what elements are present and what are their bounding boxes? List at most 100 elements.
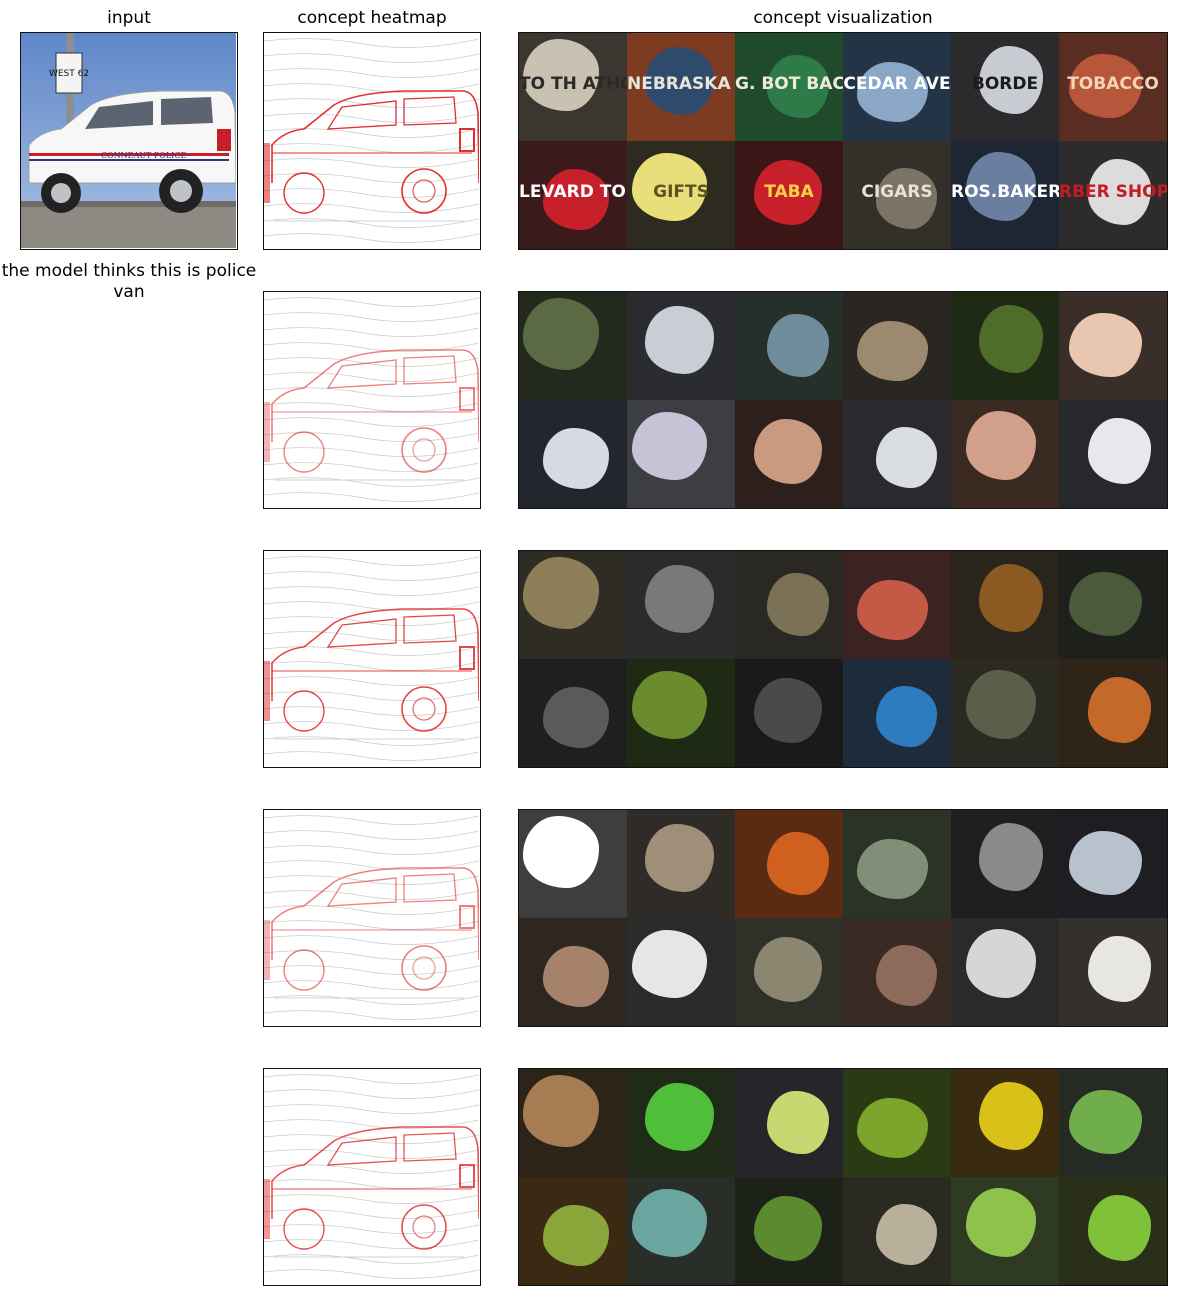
concept-region bbox=[857, 62, 928, 123]
tile-text: BORDE bbox=[971, 74, 1039, 95]
concept-region bbox=[767, 572, 829, 637]
concept-image-tile bbox=[1059, 292, 1167, 400]
tile-text: CEDAR AVE bbox=[843, 74, 951, 95]
concept-image-tile: TO TH ATHOLIC C bbox=[519, 33, 627, 141]
concept-image-tile bbox=[627, 810, 735, 918]
concept-image-tile bbox=[951, 810, 1059, 918]
concept-region bbox=[754, 937, 823, 1003]
concept-region bbox=[857, 1098, 928, 1159]
concept-region bbox=[754, 1196, 823, 1262]
concept-region bbox=[1068, 571, 1142, 636]
concept-visualization-3 bbox=[518, 550, 1168, 768]
concept-region bbox=[523, 816, 599, 888]
concept-image-tile bbox=[843, 551, 951, 659]
concept-region bbox=[857, 580, 928, 641]
concept-region bbox=[632, 411, 708, 481]
concept-region bbox=[876, 1204, 938, 1266]
concept-region bbox=[876, 945, 938, 1007]
concept-region bbox=[754, 419, 823, 485]
input-image: WEST 62 CONNEAUT POLICE bbox=[20, 32, 238, 250]
concept-image-tile: BORDE bbox=[951, 33, 1059, 141]
visualization-header: concept visualization bbox=[753, 8, 933, 28]
concept-region bbox=[632, 670, 708, 740]
concept-region bbox=[632, 929, 708, 999]
concept-region bbox=[979, 822, 1043, 891]
concept-region bbox=[1088, 1195, 1152, 1261]
concept-image-tile: CEDAR AVE bbox=[843, 33, 951, 141]
concept-image-tile: ROS.BAKERY bbox=[951, 141, 1059, 249]
concept-region bbox=[542, 1205, 609, 1266]
concept-image-tile bbox=[519, 659, 627, 767]
concept-region bbox=[767, 313, 829, 378]
concept-image-tile bbox=[627, 551, 735, 659]
concept-region bbox=[1088, 677, 1152, 743]
concept-heatmap-2 bbox=[263, 291, 481, 509]
concept-region bbox=[966, 669, 1037, 739]
concept-region bbox=[767, 1090, 829, 1155]
tile-text: TO TH ATHOLIC C bbox=[519, 74, 627, 95]
concept-image-tile: RBER SHOP bbox=[1059, 141, 1167, 249]
concept-image-tile bbox=[735, 400, 843, 508]
concept-region bbox=[966, 928, 1037, 998]
concept-region bbox=[1068, 1089, 1142, 1154]
concept-region bbox=[754, 160, 823, 226]
concept-image-tile: G. BOT BACCO MERC bbox=[735, 33, 843, 141]
concept-image-tile bbox=[843, 400, 951, 508]
concept-image-tile bbox=[627, 1069, 735, 1177]
concept-image-tile bbox=[1059, 400, 1167, 508]
concept-image-tile bbox=[519, 292, 627, 400]
concept-region bbox=[1068, 53, 1142, 118]
concept-region bbox=[523, 39, 599, 111]
concept-visualization-2 bbox=[518, 291, 1168, 509]
concept-image-tile bbox=[519, 400, 627, 508]
concept-region bbox=[876, 427, 938, 489]
tile-text: TABA bbox=[764, 182, 814, 203]
tile-text: GIFTS bbox=[653, 182, 709, 203]
concept-region bbox=[966, 410, 1037, 480]
concept-image-tile bbox=[1059, 659, 1167, 767]
concept-region bbox=[876, 168, 938, 230]
concept-region bbox=[542, 687, 609, 748]
concept-image-tile bbox=[951, 1069, 1059, 1177]
concept-region bbox=[645, 47, 714, 115]
concept-image-tile bbox=[519, 810, 627, 918]
concept-image-tile bbox=[627, 400, 735, 508]
concept-region bbox=[979, 563, 1043, 632]
concept-image-tile bbox=[1059, 1177, 1167, 1285]
door-text: CONNEAUT POLICE bbox=[101, 151, 186, 160]
concept-region bbox=[1088, 159, 1152, 225]
concept-heatmap-1 bbox=[263, 32, 481, 250]
concept-image-tile bbox=[735, 292, 843, 400]
concept-image-tile: GIFTS bbox=[627, 141, 735, 249]
concept-region bbox=[542, 946, 609, 1007]
concept-image-tile bbox=[735, 659, 843, 767]
tile-text: ROS.BAKERY bbox=[951, 182, 1059, 203]
concept-region bbox=[979, 45, 1043, 114]
concept-image-tile bbox=[951, 918, 1059, 1026]
tile-text: CIGARS bbox=[861, 182, 933, 203]
concept-region bbox=[632, 1188, 708, 1258]
sign-text: WEST 62 bbox=[49, 69, 89, 79]
concept-region bbox=[1068, 830, 1142, 895]
concept-image-tile bbox=[519, 1069, 627, 1177]
concept-region bbox=[632, 152, 708, 222]
concept-image-tile bbox=[843, 918, 951, 1026]
heatmap-header: concept heatmap bbox=[297, 8, 447, 28]
concept-region bbox=[645, 565, 714, 633]
concept-image-tile bbox=[843, 1177, 951, 1285]
concept-region bbox=[857, 321, 928, 382]
concept-image-tile: LEVARD TOP bbox=[519, 141, 627, 249]
concept-region bbox=[645, 306, 714, 374]
tile-text: NEBRASKA BOOKSTORE bbox=[627, 74, 735, 95]
concept-region bbox=[857, 839, 928, 900]
concept-region bbox=[523, 298, 599, 370]
concept-image-tile bbox=[519, 551, 627, 659]
concept-region bbox=[645, 824, 714, 892]
concept-image-tile bbox=[735, 1177, 843, 1285]
input-header: input bbox=[107, 8, 151, 28]
concept-visualization-1: TO TH ATHOLIC CNEBRASKA BOOKSTOREG. BOT … bbox=[518, 32, 1168, 250]
concept-region bbox=[767, 54, 829, 119]
concept-image-tile bbox=[843, 292, 951, 400]
concept-image-tile: TABA bbox=[735, 141, 843, 249]
concept-image-tile bbox=[843, 810, 951, 918]
